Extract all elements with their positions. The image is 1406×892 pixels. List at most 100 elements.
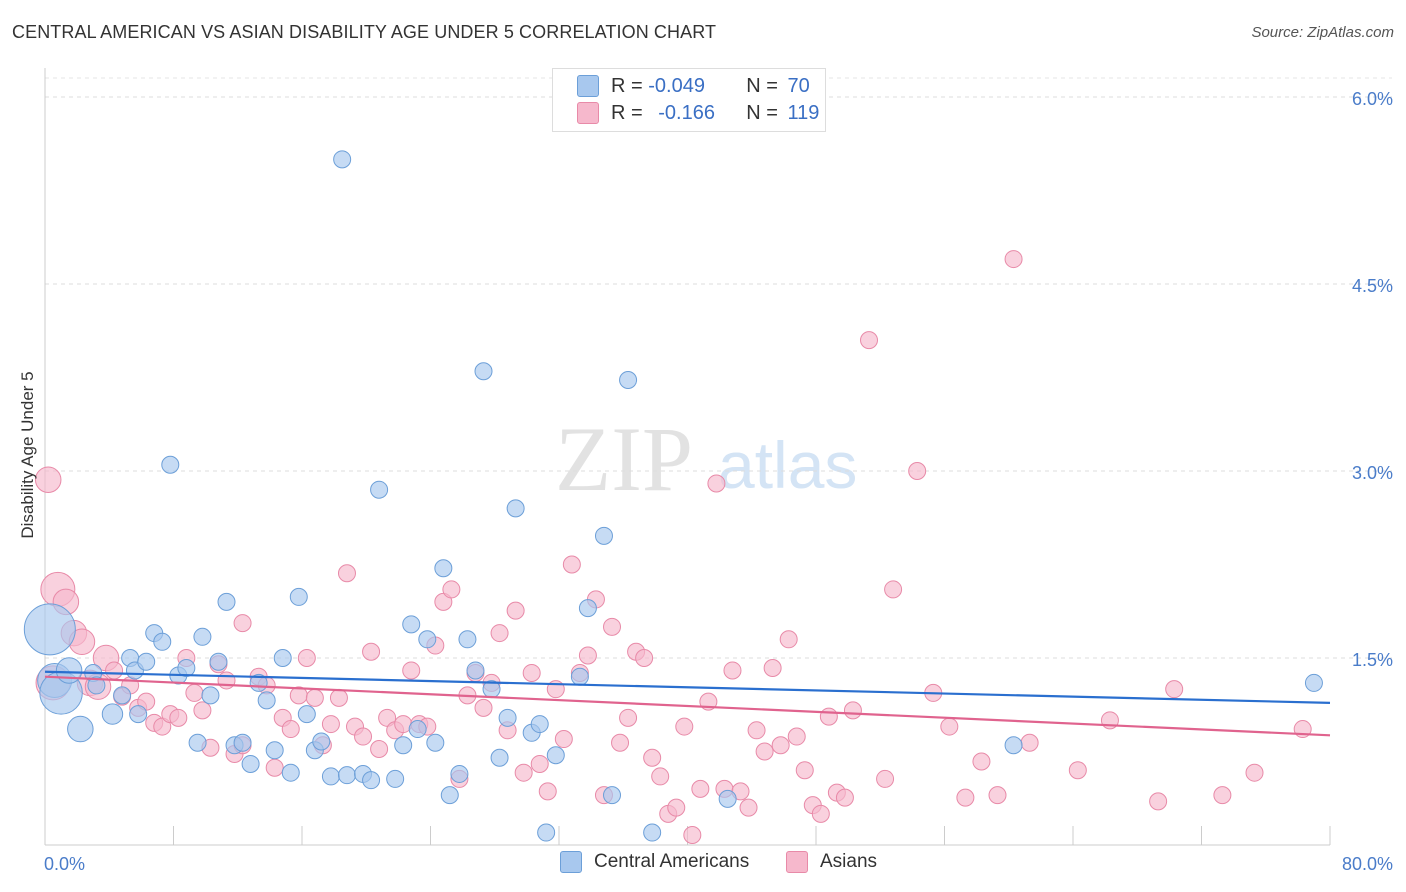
watermark-atlas: atlas	[718, 428, 857, 502]
central-american-point	[718, 789, 737, 808]
central-american-point	[490, 748, 509, 767]
legend-n-value: 119	[787, 101, 820, 124]
asian-point	[105, 661, 124, 680]
bottom-legend-central-americans: Central Americans	[560, 851, 749, 873]
y-axis-label: Disability Age Under 5	[18, 371, 37, 539]
central-american-point	[273, 649, 292, 667]
asian-point	[354, 727, 373, 746]
bottom-legend-swatch-pink	[786, 851, 808, 873]
asian-point	[651, 767, 670, 786]
central-american-point	[177, 658, 196, 677]
asian-point	[876, 769, 895, 788]
asian-point	[193, 701, 212, 720]
asian-point	[514, 763, 533, 782]
chart-source: Source: ZipAtlas.com	[1251, 24, 1394, 41]
asian-point	[723, 661, 742, 680]
central-american-point	[281, 763, 300, 782]
asian-point	[755, 742, 774, 761]
central-american-point	[530, 715, 549, 734]
asian-point	[370, 740, 389, 759]
central-american-point	[209, 652, 228, 671]
x-tick-label-min: 0.0%	[44, 854, 85, 874]
legend-swatch-blue	[577, 75, 599, 97]
legend-row-central-americans: R = -0.049 N = 70	[577, 74, 810, 98]
asian-point	[643, 748, 662, 767]
legend-r-label: R =	[611, 101, 649, 124]
central-american-point	[257, 691, 276, 710]
asian-point	[1004, 250, 1023, 269]
central-american-point	[578, 599, 597, 618]
asian-point	[1165, 680, 1184, 699]
asian-point	[747, 721, 766, 740]
asian-point	[835, 788, 854, 807]
legend-r-label: R =	[611, 74, 649, 97]
central-american-point	[241, 754, 260, 773]
asian-point	[217, 671, 236, 690]
asian-point	[603, 617, 622, 636]
asian-point	[506, 601, 525, 620]
central-american-point	[201, 686, 220, 705]
legend-r-value: -0.166	[658, 101, 715, 124]
central-american-point	[362, 771, 381, 790]
asian-point	[972, 752, 991, 771]
central-american-point	[466, 661, 485, 680]
asian-point	[329, 688, 348, 707]
x-tick-label-max: 80.0%	[1342, 854, 1393, 874]
central-american-point	[129, 705, 148, 724]
asian-point	[442, 580, 461, 599]
central-american-point	[188, 733, 207, 752]
asian-point	[619, 708, 638, 727]
asian-point	[169, 708, 188, 727]
asian-point	[402, 661, 421, 680]
asian-point	[490, 624, 509, 643]
central-american-point	[537, 823, 556, 842]
central-american-point	[193, 627, 212, 646]
asian-point	[771, 736, 790, 755]
asian-point	[474, 698, 493, 717]
watermark-zip: ZIP	[555, 408, 693, 510]
asian-point	[530, 754, 549, 773]
asian-point	[522, 663, 541, 682]
central-american-point	[498, 708, 517, 727]
asian-point	[635, 649, 654, 667]
central-american-point	[643, 823, 662, 842]
central-american-point	[161, 455, 180, 474]
asian-point	[562, 555, 581, 574]
central-american-point	[450, 764, 469, 783]
central-american-point	[217, 592, 236, 611]
asian-point	[281, 720, 300, 739]
central-american-point	[101, 703, 124, 725]
asian-point	[884, 580, 903, 599]
central-american-point	[337, 766, 356, 785]
asian-point	[811, 804, 830, 823]
central-american-point	[594, 526, 613, 545]
central-american-point	[408, 720, 427, 739]
central-american-point	[434, 559, 453, 578]
asian-point	[185, 683, 204, 702]
asian-point	[233, 614, 252, 633]
asian-point	[34, 466, 62, 493]
central-american-point	[113, 686, 132, 705]
chart-title: CENTRAL AMERICAN VS ASIAN DISABILITY AGE…	[12, 22, 717, 42]
central-american-point	[386, 769, 405, 788]
asian-point	[988, 786, 1007, 805]
y-tick-label: 1.5%	[1352, 650, 1393, 670]
central-american-point	[153, 632, 172, 651]
asian-point	[860, 331, 879, 350]
asian-point	[795, 761, 814, 780]
legend-r-value: -0.049	[648, 74, 705, 97]
asian-point	[321, 715, 340, 734]
central-american-trend-line	[44, 670, 1331, 704]
asian-point	[956, 788, 975, 807]
central-american-point	[67, 715, 94, 743]
asian-trend-line	[44, 675, 1331, 737]
asian-point	[1020, 733, 1039, 752]
asian-point	[908, 462, 927, 480]
central-american-point	[506, 499, 525, 518]
central-american-point	[603, 786, 622, 805]
legend-row-asians: R = -0.166 N = 119	[577, 101, 819, 125]
central-american-point	[570, 667, 589, 686]
asian-point	[1068, 761, 1087, 780]
central-american-point	[474, 362, 493, 381]
